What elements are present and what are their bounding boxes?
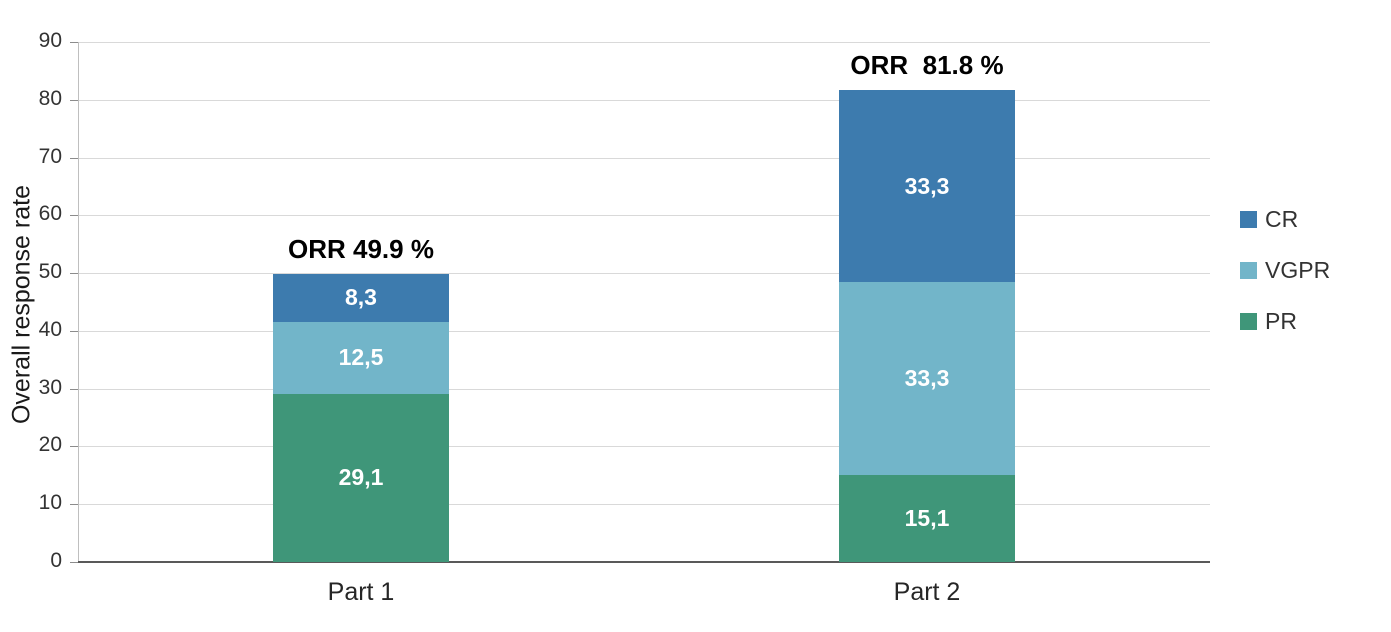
y-tick-label: 30: [38, 375, 62, 399]
y-axis-tick: [70, 504, 78, 506]
legend-swatch-icon: [1240, 313, 1257, 330]
y-tick-label: 70: [38, 144, 62, 168]
legend-label: CR: [1265, 206, 1299, 232]
y-axis-tick: [70, 157, 78, 159]
orr-annotation: ORR 81.8 %: [850, 49, 1004, 80]
gridline: [78, 157, 1210, 159]
legend-item-vgpr: VGPR: [1240, 257, 1330, 284]
y-tick-label: 40: [38, 317, 62, 341]
legend-item-cr: CR: [1240, 206, 1330, 233]
y-axis-tick: [70, 273, 78, 275]
y-tick-label: 60: [38, 202, 62, 226]
legend-label: VGPR: [1265, 257, 1331, 283]
bar-segment-label: 15,1: [904, 504, 950, 531]
y-tick-label: 90: [38, 29, 62, 52]
bar-segment-cr: 33,3: [839, 89, 1015, 283]
gridline: [78, 215, 1210, 217]
gridline: [78, 330, 1210, 332]
bar-segment-pr: 15,1: [839, 474, 1015, 562]
bar-segment-vgpr: 33,3: [839, 282, 1015, 475]
gridline: [78, 42, 1210, 43]
y-axis-tick: [70, 446, 78, 448]
y-axis-line: [78, 42, 79, 562]
gridline: [78, 446, 1210, 448]
y-tick-label: 50: [38, 260, 62, 284]
legend-swatch-icon: [1240, 262, 1257, 279]
y-tick-label: 80: [38, 86, 62, 110]
y-axis-tick: [70, 215, 78, 217]
bar-segment-label: 12,5: [338, 344, 384, 371]
gridline: [78, 273, 1210, 275]
y-axis-tick: [70, 388, 78, 390]
bar-segment-label: 33,3: [904, 365, 950, 392]
legend-swatch-icon: [1240, 211, 1257, 228]
x-tick-label: Part 1: [327, 578, 395, 606]
gridline: [78, 388, 1210, 390]
bar-segment-label: 8,3: [345, 284, 377, 311]
bar-segment-label: 33,3: [904, 172, 950, 199]
bar-segment-vgpr: 12,5: [273, 321, 449, 394]
y-axis-tick: [70, 330, 78, 332]
gridline: [78, 99, 1210, 101]
bar-segment-pr: 29,1: [273, 393, 449, 562]
y-axis-tick: [70, 562, 78, 563]
legend-label: PR: [1265, 308, 1297, 334]
y-tick-label: 0: [50, 549, 62, 572]
x-tick-label: Part 2: [893, 578, 961, 606]
gridline: [78, 504, 1210, 506]
x-axis-line: [78, 561, 1210, 563]
y-axis-tick: [70, 99, 78, 101]
bar-segment-cr: 8,3: [273, 273, 449, 322]
legend-item-pr: PR: [1240, 308, 1330, 335]
y-tick-label: 20: [38, 433, 62, 457]
legend: CR VGPR PR: [1240, 206, 1330, 359]
bar-segment-label: 29,1: [338, 464, 384, 491]
orr-annotation: ORR 49.9 %: [288, 233, 434, 264]
y-axis-tick: [70, 42, 78, 43]
y-tick-label: 10: [38, 491, 62, 515]
